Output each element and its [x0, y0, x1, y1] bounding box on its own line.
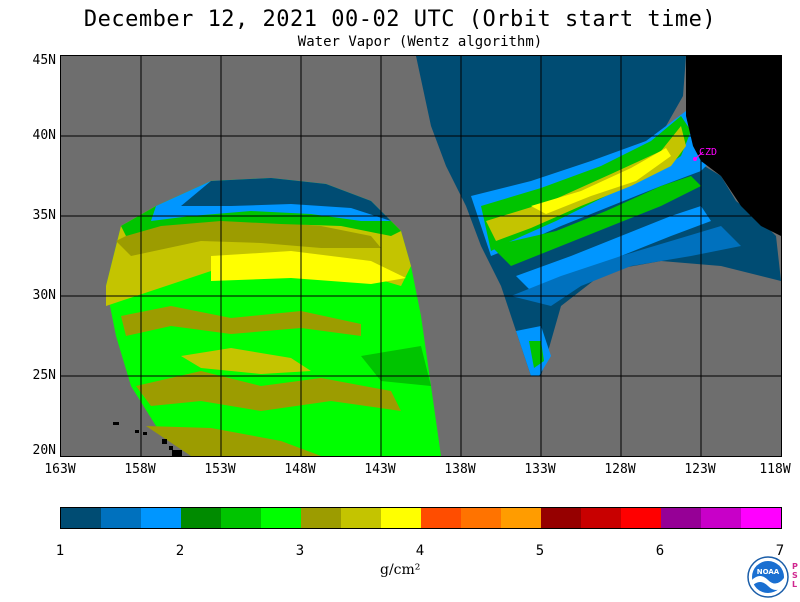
lon-label-143w: 143W: [364, 462, 396, 477]
satellite-swath-west: [106, 178, 441, 456]
lon-label-123w: 123W: [684, 462, 716, 477]
lon-label-133w: 133W: [524, 462, 556, 477]
color-scale-segment: [501, 508, 541, 528]
noaa-logo-text: NOAA: [757, 568, 780, 576]
color-scale-segment: [461, 508, 501, 528]
color-scale-segment: [541, 508, 581, 528]
lon-label-118w: 118W: [759, 462, 791, 477]
map-graphic: [61, 56, 781, 456]
lon-label-148w: 148W: [284, 462, 316, 477]
lat-label-45n: 45N: [32, 53, 56, 68]
scale-tick-6: 6: [655, 543, 665, 559]
color-scale-segment: [661, 508, 701, 528]
land-mass: [686, 56, 781, 236]
color-scale-segment: [101, 508, 141, 528]
graticule: [61, 56, 781, 456]
lon-label-163w: 163W: [44, 462, 76, 477]
lat-label-25n: 25N: [32, 368, 56, 383]
color-scale-segment: [301, 508, 341, 528]
station-label-czd: CZD: [699, 147, 718, 158]
color-scale-segment: [581, 508, 621, 528]
color-scale-segment: [621, 508, 661, 528]
color-scale-segment: [341, 508, 381, 528]
psl-mark: P S L: [792, 562, 798, 589]
noaa-logo: NOAA: [747, 556, 789, 602]
hawaii-islands: [113, 422, 182, 456]
lat-label-20n: 20N: [32, 443, 56, 458]
scale-tick-7: 7: [775, 543, 785, 559]
color-scale-segment: [381, 508, 421, 528]
lon-label-128w: 128W: [604, 462, 636, 477]
color-scale-segment: [261, 508, 301, 528]
color-scale-segment: [181, 508, 221, 528]
lon-label-138w: 138W: [444, 462, 476, 477]
psl-letter: P: [792, 562, 798, 571]
color-scale-segment: [141, 508, 181, 528]
scale-tick-5: 5: [535, 543, 545, 559]
scale-tick-3: 3: [295, 543, 305, 559]
scale-tick-4: 4: [415, 543, 425, 559]
psl-letter: L: [792, 580, 798, 589]
psl-letter: S: [792, 571, 798, 580]
map-title: December 12, 2021 00-02 UTC (Orbit start…: [83, 7, 717, 32]
map-subtitle: Water Vapor (Wentz algorithm): [297, 34, 543, 50]
color-scale-segment: [701, 508, 741, 528]
water-vapor-map: [60, 55, 782, 457]
scale-tick-2: 2: [175, 543, 185, 559]
scale-tick-1: 1: [55, 543, 65, 559]
lat-label-35n: 35N: [32, 208, 56, 223]
lon-label-153w: 153W: [204, 462, 236, 477]
color-scale-segment: [741, 508, 781, 528]
lat-label-30n: 30N: [32, 288, 56, 303]
lon-label-158w: 158W: [124, 462, 156, 477]
station-marker-czd: [693, 151, 704, 161]
color-scale-segment: [61, 508, 101, 528]
lat-label-40n: 40N: [32, 128, 56, 143]
units-label: g/cm²: [380, 562, 421, 578]
color-scale-segment: [421, 508, 461, 528]
color-scale-bar: [60, 507, 782, 529]
color-scale-segment: [221, 508, 261, 528]
